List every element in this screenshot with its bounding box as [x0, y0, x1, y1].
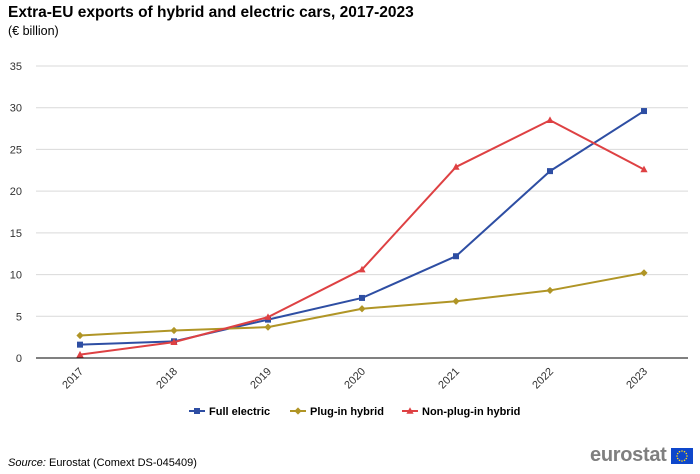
- x-tick-label-2019: 2019: [248, 366, 274, 392]
- point-non-plug-in-hybrid-2019: [264, 313, 272, 320]
- point-non-plug-in-hybrid-2021: [452, 163, 460, 170]
- point-non-plug-in-hybrid-2018: [170, 338, 178, 345]
- point-plug-in-hybrid-2020: [358, 305, 366, 313]
- x-tick-label-2018: 2018: [154, 366, 180, 392]
- legend-label-plug-in-hybrid: Plug-in hybrid: [310, 406, 384, 418]
- point-plug-in-hybrid-2021: [452, 297, 460, 305]
- flag-star: [676, 457, 678, 459]
- x-tick-label-2017: 2017: [60, 366, 86, 392]
- flag-star: [675, 454, 678, 457]
- flag-star: [685, 457, 687, 459]
- point-full-electric-2017: [77, 341, 83, 348]
- flag-star: [685, 454, 688, 457]
- y-tick-label-35: 35: [10, 61, 22, 73]
- series-plug-in-hybrid: [76, 269, 648, 340]
- point-non-plug-in-hybrid-2022: [546, 116, 554, 124]
- legend-marker-non-plug-in-hybrid: [406, 407, 414, 414]
- y-tick-label-10: 10: [10, 270, 22, 282]
- y-tick-label-0: 0: [16, 353, 22, 365]
- point-full-electric-2022: [547, 168, 553, 175]
- x-tick-label-2022: 2022: [530, 366, 556, 392]
- series-line-non-plug-in-hybrid: [79, 119, 645, 356]
- series-non-plug-in-hybrid: [76, 116, 648, 358]
- legend-item-plug-in-hybrid: Plug-in hybrid: [290, 406, 384, 418]
- source-text: Eurostat (Comext DS-045409): [45, 457, 197, 469]
- x-axis-ticks: 2017 2018 2019 2020 2021 2022 2023: [60, 366, 650, 392]
- x-tick-label-2021: 2021: [436, 366, 462, 392]
- flag-star: [683, 450, 685, 452]
- point-non-plug-in-hybrid-2020: [358, 265, 366, 273]
- y-tick-label-30: 30: [10, 103, 22, 115]
- legend-label-non-plug-in-hybrid: Non-plug-in hybrid: [422, 406, 520, 418]
- chart-subtitle: (€ billion): [8, 24, 59, 38]
- flag-star: [680, 459, 683, 462]
- legend-marker-full-electric: [194, 408, 200, 414]
- point-full-electric-2023: [641, 108, 647, 115]
- flag-star: [683, 459, 685, 461]
- legend-item-full-electric: Full electric: [189, 406, 270, 418]
- y-tick-label-25: 25: [10, 144, 22, 156]
- point-plug-in-hybrid-2022: [546, 286, 554, 295]
- legend-marker-plug-in-hybrid: [294, 407, 302, 415]
- source-note: Source: Eurostat (Comext DS-045409): [8, 457, 197, 469]
- chart-title: Extra-EU exports of hybrid and electric …: [8, 4, 414, 21]
- point-plug-in-hybrid-2017: [76, 331, 84, 340]
- flag-star: [676, 452, 678, 454]
- y-tick-label-20: 20: [10, 186, 22, 198]
- flag-star: [678, 450, 680, 452]
- gridlines: [36, 65, 688, 359]
- flag-star: [685, 452, 687, 454]
- eu-flag-icon: [670, 447, 693, 464]
- y-axis-ticks: 0 5 10 15 20 25 30 35: [10, 61, 22, 365]
- point-non-plug-in-hybrid-2023: [640, 165, 648, 173]
- point-plug-in-hybrid-2023: [640, 269, 648, 277]
- x-tick-label-2023: 2023: [624, 366, 650, 392]
- point-full-electric-2020: [359, 294, 365, 301]
- eurostat-logo-text: eurostat: [590, 444, 667, 466]
- point-full-electric-2021: [453, 253, 459, 260]
- point-plug-in-hybrid-2018: [170, 326, 178, 335]
- source-label: Source:: [8, 457, 46, 469]
- y-tick-label-5: 5: [16, 311, 22, 323]
- y-tick-label-15: 15: [10, 228, 22, 240]
- legend: Full electric Plug-in hybrid Non-plug-in h…: [189, 406, 520, 418]
- legend-label-full-electric: Full electric: [209, 406, 270, 418]
- x-tick-label-2020: 2020: [342, 366, 368, 392]
- series-lines: [76, 108, 648, 358]
- point-plug-in-hybrid-2019: [264, 323, 272, 331]
- series-line-plug-in-hybrid: [79, 271, 645, 337]
- flag-star: [678, 459, 680, 461]
- flag-star: [680, 449, 683, 452]
- legend-item-non-plug-in-hybrid: Non-plug-in hybrid: [402, 406, 520, 418]
- point-non-plug-in-hybrid-2017: [76, 350, 84, 358]
- eurostat-logo: eurostat: [590, 444, 693, 467]
